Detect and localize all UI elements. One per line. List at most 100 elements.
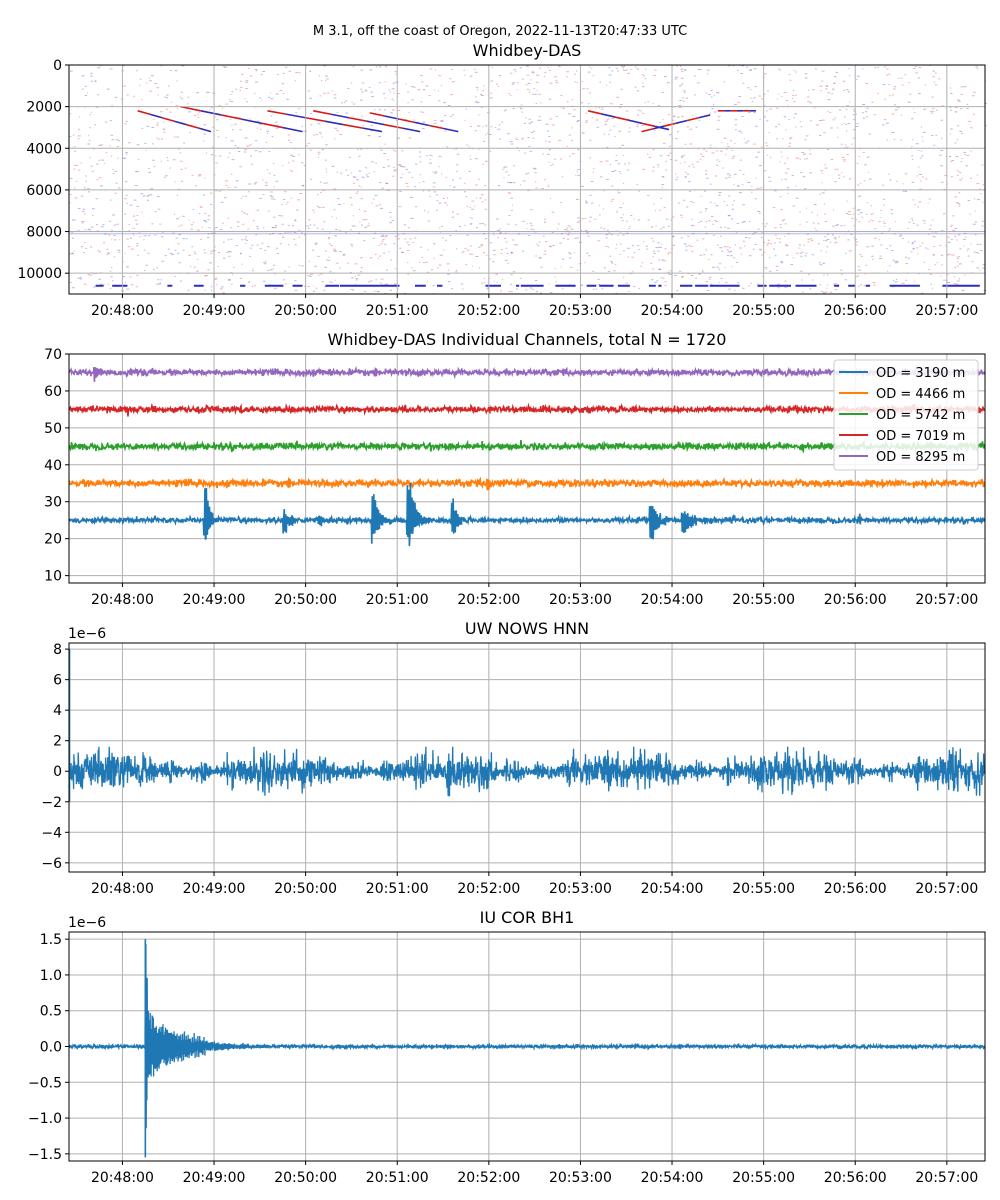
cor-ytick-label: 1.0: [40, 968, 62, 984]
das-heatmap-moveout-segment: [369, 112, 385, 117]
das-channels-ytick-label: 40: [44, 458, 62, 474]
das-heatmap-moveout-segment: [413, 121, 429, 127]
nows-xtick-label: 20:57:00: [915, 881, 978, 897]
das-heatmap-moveout-segment: [186, 123, 199, 129]
das-heatmap-moveout-segment: [614, 116, 629, 121]
nows-panel: UW NOWS HNN 1e−6 20:48:00 20:49:00 20:50:0…: [41, 619, 986, 897]
legend-label: OD = 5742 m: [876, 408, 965, 423]
das-heatmap-xtick-label: 20:50:00: [274, 303, 337, 319]
das-heatmap-moveout-segment: [641, 122, 656, 128]
das-channels-ytick-label: 20: [44, 532, 62, 548]
legend-label: OD = 7019 m: [876, 429, 965, 444]
nows-ytick-label: 4: [53, 703, 62, 719]
nows-xtick-label: 20:50:00: [274, 881, 337, 897]
das-heatmap-panel: Whidbey-DAS 20:48:00 20:49:00 20:50:00 20:5…: [17, 41, 987, 319]
das-heatmap-moveout-segment: [698, 114, 711, 119]
das-heatmap-moveout-segment: [652, 125, 665, 130]
cor-xtick-label: 20:55:00: [732, 1170, 795, 1186]
das-channels-ytick-label: 70: [44, 347, 62, 363]
das-heatmap-moveout-segment: [261, 122, 283, 129]
nows-xtick-label: 20:53:00: [549, 881, 612, 897]
das-heatmap-ticks: 20:48:00 20:49:00 20:50:00 20:51:00 20:52:00…: [17, 58, 978, 319]
das-channel-series-line: [69, 402, 985, 417]
das-heatmap-moveout-segment: [282, 126, 303, 133]
das-heatmap-noise-positive: [69, 64, 987, 295]
das-heatmap-noise-negative: [69, 65, 987, 295]
das-heatmap-moveout-segment: [587, 110, 602, 115]
cor-ticks: 20:48:00 20:49:00 20:50:00 20:51:00 20:52:00…: [28, 932, 978, 1186]
das-heatmap-moveout-segment: [343, 123, 364, 129]
das-channels-xtick-label: 20:53:00: [549, 592, 612, 608]
das-heatmap-moveout-segment: [362, 127, 383, 133]
das-channels-xtick-label: 20:51:00: [366, 592, 429, 608]
das-heatmap-moveout-segment: [428, 124, 444, 130]
legend-label: OD = 8295 m: [876, 450, 965, 465]
legend-label: OD = 3190 m: [876, 366, 965, 381]
legend-box: [833, 359, 979, 471]
das-heatmap-ytick-label: 4000: [26, 141, 62, 157]
das-channels-xtick-label: 20:56:00: [824, 592, 887, 608]
cor-ytick-label: 1.5: [40, 932, 62, 948]
cor-ytick-label: 0.0: [40, 1040, 62, 1056]
das-heatmap-title: Whidbey-DAS: [473, 41, 582, 60]
cor-xtick-label: 20:50:00: [274, 1170, 337, 1186]
nows-ytick-label: −4: [41, 825, 62, 841]
das-heatmap-area: [69, 64, 987, 295]
das-channels-title: Whidbey-DAS Individual Channels, total N…: [328, 330, 727, 349]
das-heatmap-xtick-label: 20:48:00: [91, 303, 154, 319]
das-heatmap-ytick-label: 0: [53, 58, 62, 74]
cor-xtick-label: 20:57:00: [915, 1170, 978, 1186]
das-heatmap-ytick-label: 8000: [26, 225, 62, 241]
nows-xtick-label: 20:51:00: [366, 881, 429, 897]
nows-ytick-label: 0: [53, 764, 62, 780]
das-heatmap-moveout-segment: [366, 120, 385, 126]
das-heatmap-moveout-segment: [348, 116, 367, 122]
nows-frame: [68, 642, 986, 873]
das-heatmap-xtick-label: 20:49:00: [183, 303, 246, 319]
nows-xtick-label: 20:56:00: [824, 881, 887, 897]
das-heatmap-moveout-segment: [180, 105, 201, 112]
das-heatmap-moveout-segment: [161, 116, 175, 122]
das-heatmap-moveout-segment: [628, 119, 643, 125]
cor-ytick-label: −1.0: [28, 1111, 62, 1127]
cor-title: IU COR BH1: [480, 908, 575, 927]
das-heatmap-moveout-segment: [687, 116, 699, 122]
nows-plot-area: [68, 649, 986, 802]
das-heatmap-moveout-segment: [384, 123, 403, 129]
das-heatmap-xtick-label: 20:57:00: [915, 303, 978, 319]
das-heatmap-xtick-label: 20:53:00: [549, 303, 612, 319]
das-channels-ytick-label: 30: [44, 495, 62, 511]
das-channels-ticks: 20:48:00 20:49:00 20:50:00 20:51:00 20:52:00…: [44, 347, 978, 608]
das-heatmap-moveout-segment: [324, 120, 344, 126]
cor-frame: [68, 931, 986, 1162]
das-channels-ytick-label: 60: [44, 384, 62, 400]
das-heatmap-moveout-segment: [198, 127, 212, 133]
nows-xtick-label: 20:55:00: [732, 881, 795, 897]
nows-ytick-label: 2: [53, 734, 62, 750]
das-heatmap-moveout-segment: [601, 113, 616, 118]
das-heatmap-xtick-label: 20:55:00: [732, 303, 795, 319]
nows-series-line: [68, 746, 986, 797]
nows-offset-text: 1e−6: [68, 626, 106, 642]
das-channels-xtick-label: 20:48:00: [91, 592, 154, 608]
das-channels-xtick-label: 20:49:00: [183, 592, 246, 608]
cor-xtick-label: 20:48:00: [91, 1170, 154, 1186]
das-heatmap-moveout-segment: [174, 120, 187, 126]
cor-plot-area: [68, 939, 986, 1158]
nows-grid: [69, 643, 985, 872]
das-heatmap-moveout-segment: [443, 127, 459, 133]
das-channel-series-line: [69, 365, 985, 382]
das-heatmap-moveout-segment: [313, 110, 332, 116]
das-heatmap-moveout-segment: [220, 114, 242, 120]
das-heatmap-xtick-label: 20:54:00: [641, 303, 704, 319]
das-heatmap-xtick-label: 20:51:00: [366, 303, 429, 319]
das-heatmap-ytick-label: 10000: [17, 266, 62, 282]
das-heatmap-moveout-segment: [305, 116, 325, 122]
cor-ytick-label: −0.5: [28, 1075, 62, 1091]
das-heatmap-ytick-label: 2000: [26, 100, 62, 116]
das-heatmap-moveout-segment: [137, 110, 151, 116]
nows-xtick-label: 20:49:00: [183, 881, 246, 897]
cor-offset-text: 1e−6: [68, 915, 106, 931]
das-heatmap-moveout-segment: [267, 110, 287, 116]
